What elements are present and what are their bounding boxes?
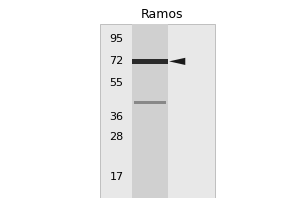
Bar — [132, 59, 168, 64]
Bar — [100, 24, 215, 198]
Polygon shape — [169, 58, 185, 65]
Text: 36: 36 — [110, 112, 124, 122]
Text: 95: 95 — [110, 34, 124, 44]
Text: Ramos: Ramos — [140, 8, 183, 21]
Bar — [132, 24, 168, 198]
Text: 72: 72 — [109, 56, 124, 66]
Bar — [134, 101, 166, 104]
Text: 55: 55 — [110, 78, 124, 88]
Text: 17: 17 — [110, 172, 124, 182]
Text: 28: 28 — [109, 132, 124, 142]
